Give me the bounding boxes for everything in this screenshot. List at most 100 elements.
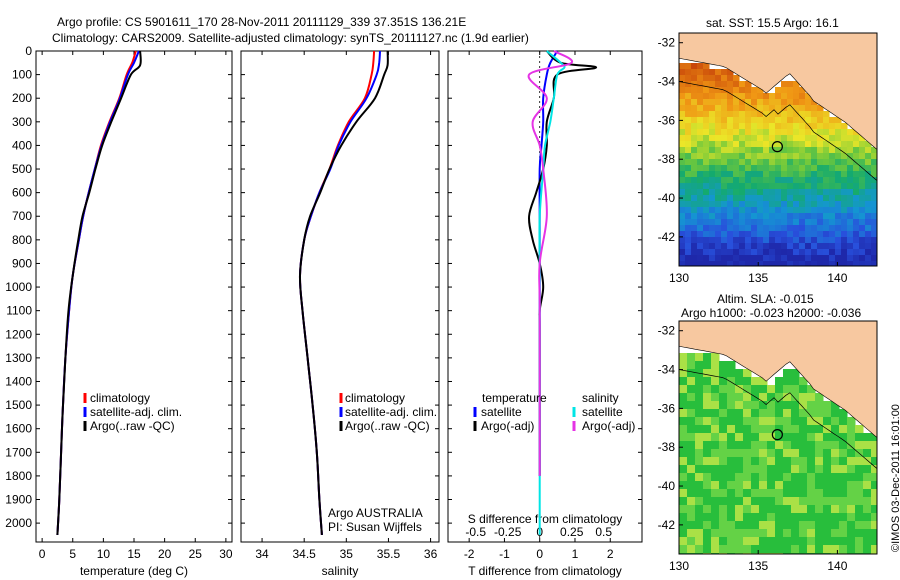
diff-legend-sal-argo: Argo(-adj) bbox=[582, 419, 636, 433]
sla-profile-marker bbox=[771, 429, 783, 441]
sla-lat-label: -42 bbox=[658, 518, 676, 532]
sal-xtick-label: 34.5 bbox=[293, 547, 317, 561]
sla-lat-label: -40 bbox=[658, 479, 676, 493]
temp-series-line bbox=[56, 50, 137, 535]
diff-series-line bbox=[527, 50, 574, 476]
diff-legend-temp-header: temperature bbox=[482, 391, 547, 405]
sst-lon-label: 140 bbox=[827, 271, 847, 285]
diff-top-tick-label: 0.25 bbox=[560, 525, 584, 539]
diff-xlabel: T difference from climatology bbox=[468, 564, 622, 578]
sla-land bbox=[679, 321, 877, 438]
diff-top-tick-label: -0.5 bbox=[465, 525, 486, 539]
depth-tick-label: 400 bbox=[12, 138, 32, 152]
sst-profile-marker bbox=[771, 141, 783, 153]
sla-map-frame bbox=[678, 320, 878, 555]
sla-map: -32 -34 -36 -38 -40 -42 130 135 140 bbox=[658, 320, 878, 573]
diff-top-tick-label: 0.5 bbox=[595, 525, 612, 539]
temp-series-line bbox=[56, 50, 142, 535]
diff-top-label: S difference from climatology bbox=[468, 512, 623, 526]
map-bottom-title2: Argo h1000: -0.023 h2000: -0.036 bbox=[681, 306, 862, 320]
depth-tick-label: 600 bbox=[12, 186, 32, 200]
diff-panel: -2 -1 0 1 2 T difference from climatology -0.5… bbox=[447, 50, 643, 578]
sla-lat-label: -36 bbox=[658, 401, 676, 415]
diff-xtick-label: -1 bbox=[499, 547, 510, 561]
sal-legend-argo: Argo(..raw -QC) bbox=[345, 419, 430, 433]
diff-xtick-label: 2 bbox=[607, 547, 614, 561]
diff-xtick-label: -2 bbox=[464, 547, 475, 561]
temp-xtick-label: 25 bbox=[189, 547, 203, 561]
sla-shelf-contour bbox=[679, 369, 877, 469]
sst-lon-label: 130 bbox=[669, 271, 689, 285]
sal-annotation-line2: PI: Susan Wijffels bbox=[328, 520, 422, 534]
sla-lon-label: 135 bbox=[748, 559, 768, 573]
temp-xtick-label: 15 bbox=[127, 547, 141, 561]
temp-xtick-label: 0 bbox=[39, 547, 46, 561]
diff-legend-temp-argo: Argo(-adj) bbox=[481, 419, 535, 433]
temp-xtick-label: 20 bbox=[158, 547, 172, 561]
diff-legend-sal-header: salinity bbox=[582, 391, 619, 405]
sla-lat-label: -32 bbox=[658, 324, 676, 338]
sal-series-line bbox=[298, 50, 389, 535]
sal-legend-climatology: climatology bbox=[345, 391, 406, 405]
sal-series-line bbox=[298, 50, 376, 535]
depth-tick-label: 2000 bbox=[5, 516, 32, 530]
sal-xtick-label: 34 bbox=[255, 547, 269, 561]
sal-xtick-label: 36 bbox=[424, 547, 438, 561]
sal-xtick-label: 35 bbox=[340, 547, 354, 561]
sst-lon-label: 135 bbox=[748, 271, 768, 285]
depth-tick-label: 0 bbox=[25, 44, 32, 58]
temp-legend-climatology: climatology bbox=[90, 391, 151, 405]
sst-lat-label: -40 bbox=[658, 191, 676, 205]
temp-xtick-label: 5 bbox=[69, 547, 76, 561]
diff-legend-temp-satellite: satellite bbox=[481, 405, 522, 419]
sal-panel: 34 34.5 35 35.5 36 salinity bbox=[240, 50, 440, 578]
depth-tick-label: 1900 bbox=[5, 493, 32, 507]
diff-top-tick-label: -0.25 bbox=[494, 525, 522, 539]
sal-xlabel: salinity bbox=[322, 564, 359, 578]
diff-xtick-label: 0 bbox=[536, 547, 543, 561]
sst-lat-label: -36 bbox=[658, 113, 676, 127]
sal-axes-box bbox=[240, 50, 440, 543]
sal-series-line bbox=[298, 50, 381, 535]
depth-tick-label: 800 bbox=[12, 233, 32, 247]
depth-tick-label: 1100 bbox=[6, 304, 32, 318]
sla-lat-label: -34 bbox=[658, 363, 676, 377]
sst-lat-label: -34 bbox=[658, 75, 676, 89]
sal-legend-satellite: satellite-adj. clim. bbox=[345, 405, 438, 419]
sst-shelf-contour bbox=[679, 81, 877, 181]
figure-title-line2: Climatology: CARS2009. Satellite-adjuste… bbox=[52, 31, 529, 45]
depth-tick-label: 1700 bbox=[5, 445, 32, 459]
map-top-title: sat. SST: 15.5 Argo: 16.1 bbox=[706, 16, 839, 30]
depth-tick-label: 1600 bbox=[5, 422, 32, 436]
depth-tick-label: 1200 bbox=[5, 327, 32, 341]
sst-land bbox=[679, 33, 877, 150]
depth-tick-label: 1000 bbox=[5, 280, 32, 294]
diff-legend-sal-satellite: satellite bbox=[582, 405, 623, 419]
diff-axes-box bbox=[447, 50, 643, 543]
depth-tick-label: 700 bbox=[12, 209, 32, 223]
temp-xlabel: temperature (deg C) bbox=[80, 564, 188, 578]
temp-axes-box bbox=[35, 50, 233, 543]
depth-tick-label: 1300 bbox=[5, 351, 32, 365]
temp-xtick-label: 10 bbox=[97, 547, 111, 561]
temp-xtick-label: 30 bbox=[219, 547, 233, 561]
sla-lon-label: 130 bbox=[669, 559, 689, 573]
depth-tick-label: 500 bbox=[12, 162, 32, 176]
sla-map-field bbox=[679, 321, 877, 554]
sst-lat-label: -32 bbox=[658, 36, 676, 50]
sst-map-field bbox=[679, 33, 877, 266]
sst-lat-label: -42 bbox=[658, 230, 676, 244]
depth-tick-label: 200 bbox=[12, 91, 32, 105]
sal-annotation-line1: Argo AUSTRALIA bbox=[328, 506, 423, 520]
credit-text: ©IMOS 03-Dec-2011 16:01:00 bbox=[890, 404, 900, 552]
temp-legend-satellite: satellite-adj. clim. bbox=[90, 405, 183, 419]
map-bottom-title1: Altim. SLA: -0.015 bbox=[717, 292, 814, 306]
depth-tick-label: 300 bbox=[12, 115, 32, 129]
diff-xtick-label: 1 bbox=[572, 547, 579, 561]
sla-lon-label: 140 bbox=[827, 559, 847, 573]
depth-tick-label: 1500 bbox=[5, 398, 32, 412]
sst-map: -32 -34 -36 -38 -40 -42 130 135 140 bbox=[658, 32, 878, 285]
sst-lat-label: -38 bbox=[658, 152, 676, 166]
depth-tick-label: 1800 bbox=[5, 469, 32, 483]
